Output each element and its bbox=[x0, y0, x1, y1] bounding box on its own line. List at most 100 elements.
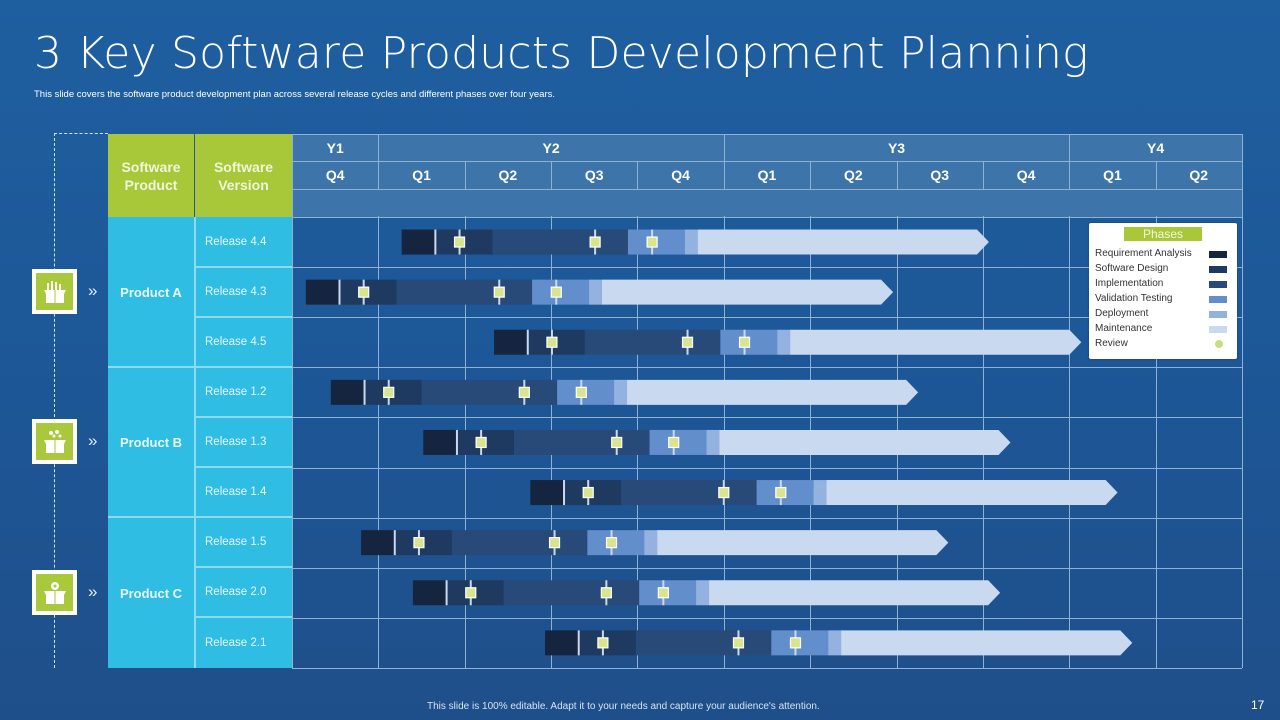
cell-divider bbox=[194, 217, 196, 668]
phase-requirement-analysis bbox=[545, 630, 580, 656]
header-software-product: Software Product bbox=[108, 134, 194, 217]
gift-box-icon bbox=[43, 581, 66, 604]
phase-implementation bbox=[421, 379, 558, 405]
cell-divider bbox=[195, 466, 292, 468]
legend-review-dot bbox=[1215, 340, 1223, 348]
gift-box-icon bbox=[43, 429, 66, 453]
review-marker bbox=[465, 587, 477, 599]
review-marker bbox=[546, 336, 558, 348]
review-marker bbox=[582, 486, 594, 499]
legend-item: Software Design bbox=[1095, 262, 1235, 276]
legend-swatch bbox=[1209, 326, 1227, 333]
release-bar bbox=[412, 580, 1001, 606]
slide-subtitle: This slide covers the software product d… bbox=[34, 89, 556, 100]
year-label: Y4 bbox=[1147, 139, 1165, 156]
review-marker bbox=[657, 587, 669, 599]
quarter-label: Q3 bbox=[930, 166, 950, 183]
phase-maintenance bbox=[697, 229, 989, 255]
review-marker bbox=[732, 637, 745, 649]
phase-implementation bbox=[492, 229, 629, 255]
slide-footer: This slide is 100% editable. Adapt it to… bbox=[427, 701, 820, 712]
legend-item: Maintenance bbox=[1095, 322, 1235, 336]
phase-deployment bbox=[589, 279, 603, 305]
quarter-label: Q1 bbox=[1103, 166, 1122, 183]
quarter-label: Q1 bbox=[757, 166, 777, 183]
header-software-version: Software Version bbox=[195, 134, 292, 217]
version-cell: Release 2.0 bbox=[195, 567, 292, 617]
cell-divider bbox=[108, 516, 292, 518]
release-bar bbox=[545, 630, 1133, 656]
chevron-right-icon: » bbox=[88, 582, 98, 601]
review-marker bbox=[493, 286, 505, 298]
year-label: Y2 bbox=[542, 139, 560, 156]
slide-title: 3 Key Software Products Development Plan… bbox=[34, 28, 1089, 79]
phase-deployment bbox=[706, 429, 720, 455]
phase-implementation bbox=[503, 580, 640, 606]
release-bar bbox=[305, 279, 894, 305]
phase-divider bbox=[455, 429, 458, 455]
phase-implementation bbox=[584, 329, 721, 355]
review-marker bbox=[475, 436, 487, 449]
version-cell: Release 4.5 bbox=[195, 317, 292, 367]
release-bar bbox=[330, 379, 919, 405]
version-cell: Release 2.1 bbox=[195, 617, 292, 668]
version-cell: Release 1.3 bbox=[195, 417, 292, 467]
quarter-label: Q3 bbox=[584, 166, 604, 183]
review-marker bbox=[738, 336, 751, 348]
phase-maintenance bbox=[602, 279, 894, 305]
product-cell: Product C bbox=[108, 518, 194, 668]
product-c-icon-box bbox=[32, 570, 77, 615]
grid-line bbox=[637, 161, 638, 668]
review-marker bbox=[358, 286, 370, 298]
phase-deployment bbox=[777, 329, 791, 355]
grid-line bbox=[983, 161, 984, 668]
review-marker bbox=[518, 386, 530, 398]
grid-line bbox=[1069, 134, 1070, 668]
legend-swatch bbox=[1209, 311, 1227, 318]
version-cell: Release 1.4 bbox=[195, 467, 292, 517]
legend-item: Validation Testing bbox=[1095, 292, 1235, 306]
phase-deployment bbox=[644, 530, 658, 556]
release-bar bbox=[361, 530, 949, 556]
product-b-icon-box bbox=[32, 419, 77, 464]
grid-line bbox=[551, 161, 552, 668]
legend-swatch bbox=[1209, 266, 1227, 273]
grid-line bbox=[292, 618, 1242, 619]
legend-title: Phases bbox=[1124, 227, 1202, 241]
grid-line bbox=[810, 161, 811, 668]
connector-line-top bbox=[54, 133, 108, 134]
quarter-label: Q4 bbox=[1016, 166, 1036, 183]
grid-line bbox=[292, 568, 1242, 569]
product-cell: Product A bbox=[108, 217, 194, 367]
phase-divider bbox=[577, 630, 580, 656]
phase-maintenance bbox=[709, 580, 1001, 606]
phase-maintenance bbox=[841, 630, 1133, 656]
chevron-right-icon: » bbox=[88, 431, 98, 450]
review-marker bbox=[789, 637, 802, 649]
grid-line bbox=[292, 417, 1242, 418]
release-bar bbox=[494, 329, 1082, 355]
review-marker bbox=[413, 537, 425, 549]
phase-requirement-analysis bbox=[305, 279, 340, 305]
legend-swatch bbox=[1209, 281, 1227, 288]
quarter-label: Q2 bbox=[843, 166, 863, 183]
gift-box-icon bbox=[43, 280, 66, 303]
grid-line bbox=[292, 367, 1242, 368]
legend-swatch bbox=[1209, 296, 1227, 303]
phase-requirement-analysis bbox=[361, 530, 396, 556]
phase-maintenance bbox=[790, 329, 1082, 355]
review-marker bbox=[383, 386, 395, 398]
review-marker bbox=[605, 537, 618, 549]
header-blank-row bbox=[293, 190, 1242, 216]
phase-requirement-analysis bbox=[330, 379, 366, 405]
phase-divider bbox=[434, 229, 437, 255]
legend-swatch bbox=[1209, 251, 1227, 258]
grid-line bbox=[292, 518, 1242, 519]
phase-implementation bbox=[513, 429, 651, 455]
phase-divider bbox=[563, 480, 566, 506]
review-marker bbox=[550, 286, 562, 298]
phase-deployment bbox=[828, 630, 842, 656]
phase-requirement-analysis bbox=[530, 480, 565, 506]
phase-maintenance bbox=[627, 379, 919, 405]
grid-line bbox=[292, 217, 1242, 218]
